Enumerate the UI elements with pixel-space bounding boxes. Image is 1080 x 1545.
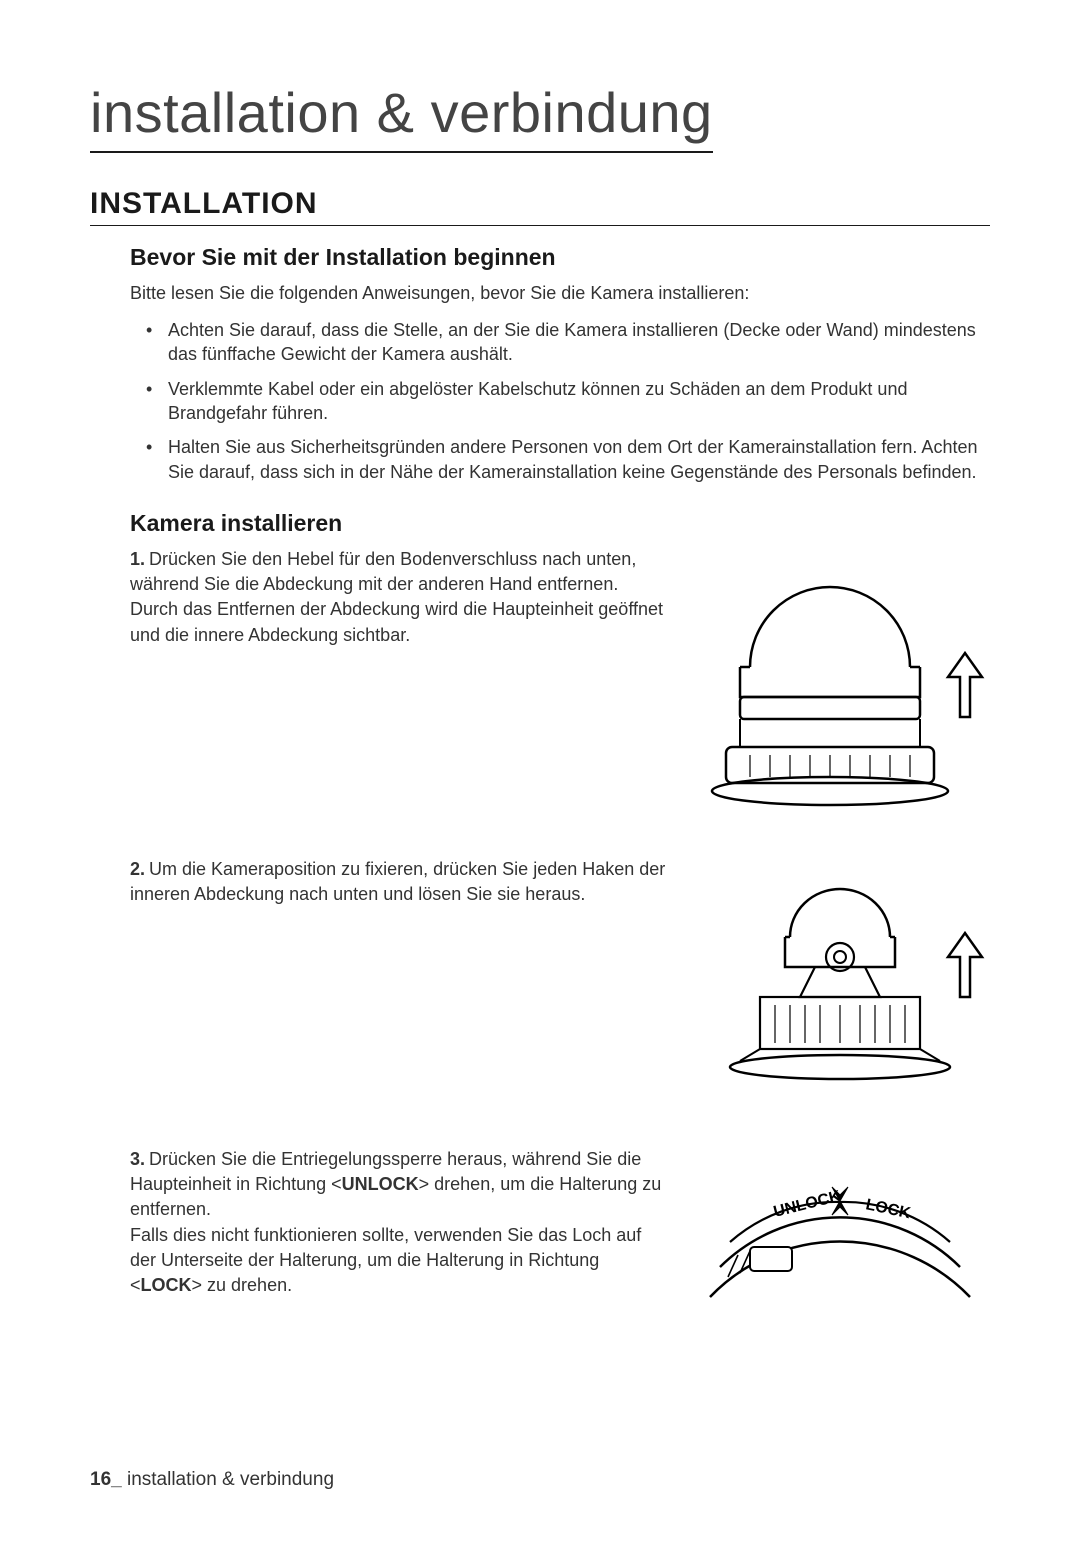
step-figure-3: UNLOCK LOCK	[690, 1147, 990, 1327]
install-step-1: 1.Drücken Sie den Hebel für den Bodenver…	[130, 547, 990, 827]
step-text: 1.Drücken Sie den Hebel für den Bodenver…	[130, 547, 690, 648]
bullet-item: Halten Sie aus Sicherheitsgründen andere…	[146, 435, 990, 484]
bullet-item: Verklemmte Kabel oder ein abgelöster Kab…	[146, 377, 990, 426]
chapter-title: installation & verbindung	[90, 80, 713, 153]
arrow-up-icon	[948, 933, 982, 997]
keyword-lock: LOCK	[141, 1275, 192, 1295]
step-figure-2	[690, 857, 990, 1117]
svg-text:UNLOCK: UNLOCK	[772, 1188, 843, 1221]
svg-text:LOCK: LOCK	[864, 1196, 912, 1222]
footer-text: installation & verbindung	[122, 1469, 334, 1490]
before-heading: Bevor Sie mit der Installation beginnen	[130, 244, 990, 271]
step-body: Um die Kameraposition zu fixieren, drück…	[130, 859, 665, 904]
step-body: Drücken Sie den Hebel für den Bodenversc…	[130, 549, 663, 645]
install-heading: Kamera installieren	[130, 510, 990, 537]
step-number: 2.	[130, 859, 145, 879]
before-bullet-list: Achten Sie darauf, dass die Stelle, an d…	[146, 318, 990, 484]
unlock-lock-ring-icon: UNLOCK LOCK	[690, 1147, 990, 1327]
camera-dome-cover-icon	[690, 547, 990, 827]
install-step-2: 2.Um die Kameraposition zu fixieren, drü…	[130, 857, 990, 1117]
step-number: 1.	[130, 549, 145, 569]
install-step-3: 3.Drücken Sie die Entriegelungssperre he…	[130, 1147, 990, 1327]
step-text: 2.Um die Kameraposition zu fixieren, drü…	[130, 857, 690, 907]
step-figure-1	[690, 547, 990, 827]
step-body-d: > zu drehen.	[192, 1275, 293, 1295]
arrow-up-icon	[948, 653, 982, 717]
before-intro: Bitte lesen Sie die folgenden Anweisunge…	[130, 281, 990, 306]
section-title: INSTALLATION	[90, 187, 990, 226]
camera-inner-cover-icon	[690, 857, 990, 1117]
page-footer: 16_ installation & verbindung	[90, 1469, 334, 1491]
bullet-item: Achten Sie darauf, dass die Stelle, an d…	[146, 318, 990, 367]
step-text: 3.Drücken Sie die Entriegelungssperre he…	[130, 1147, 690, 1298]
step-number: 3.	[130, 1149, 145, 1169]
keyword-unlock: UNLOCK	[342, 1174, 419, 1194]
page-number: 16_	[90, 1469, 122, 1490]
